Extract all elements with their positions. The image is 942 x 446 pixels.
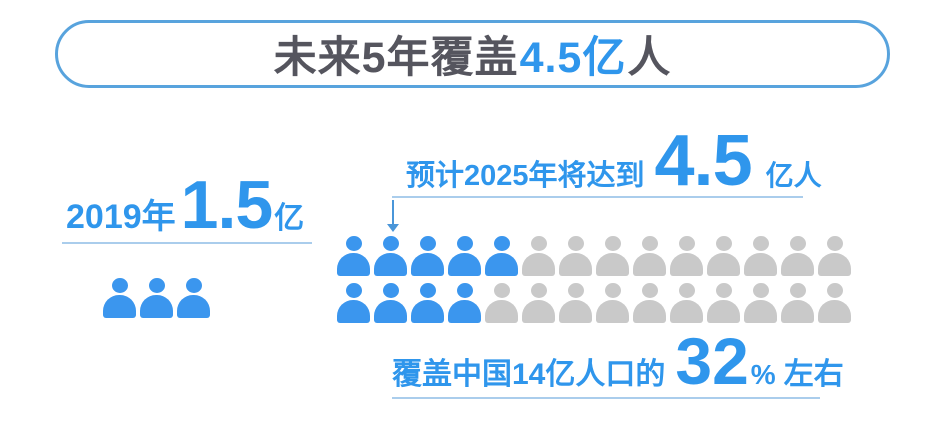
person-icon (670, 236, 703, 276)
stat-2019-value: 1.5 (180, 167, 274, 243)
projection-2025: 预计2025年将达到 4.5 亿人 (392, 121, 822, 201)
person-icon (670, 283, 703, 323)
projection-2025-label: 预计2025年将达到 (406, 160, 645, 192)
person-icon (707, 236, 740, 276)
person-icon (818, 236, 851, 276)
coverage-caption-suffix: 左右 (783, 358, 844, 391)
person-icon (522, 283, 555, 323)
title-suffix: 人 (627, 34, 672, 82)
pictogram-row (337, 283, 851, 323)
person-icon (596, 283, 629, 323)
percent-sign: % (750, 359, 776, 390)
person-icon (781, 236, 814, 276)
person-icon (744, 236, 777, 276)
person-icon (818, 283, 851, 323)
person-icon (485, 236, 518, 276)
annotation-connector-line (392, 200, 394, 224)
projection-2025-unit: 亿人 (765, 160, 822, 191)
person-icon (633, 283, 666, 323)
person-icon (337, 236, 370, 276)
person-icon (374, 236, 407, 276)
person-icon (485, 283, 518, 323)
person-icon (103, 278, 136, 318)
stat-2019-label: 2019年 (66, 198, 176, 236)
person-icon (411, 283, 444, 323)
person-icon (633, 236, 666, 276)
person-icon (337, 283, 370, 323)
person-icon (177, 278, 210, 318)
title-banner: 未来5年覆盖 4.5亿人 (55, 20, 890, 88)
annotation-arrow-icon (387, 224, 399, 232)
person-icon (596, 236, 629, 276)
person-icon (522, 236, 555, 276)
person-icon (140, 278, 173, 318)
pictogram-2019 (103, 278, 210, 318)
person-icon (781, 283, 814, 323)
person-icon (559, 283, 592, 323)
title-prefix: 未来5年覆盖 (273, 34, 519, 82)
person-icon (559, 236, 592, 276)
projection-2025-value: 4.5 (654, 121, 753, 201)
coverage-caption-value: 32 (675, 324, 749, 398)
coverage-caption-prefix: 覆盖中国14亿人口的 (392, 358, 666, 391)
title-highlight: 4.5亿 (519, 34, 627, 82)
pictogram-row (337, 236, 851, 276)
person-icon (448, 283, 481, 323)
coverage-caption: 覆盖中国14亿人口的 32 % 左右 (392, 324, 844, 399)
stat-2019-unit: 亿 (274, 202, 305, 235)
person-icon (448, 236, 481, 276)
population-pictogram (337, 236, 851, 323)
person-icon (411, 236, 444, 276)
person-icon (707, 283, 740, 323)
person-icon (374, 283, 407, 323)
stat-2019: 2019年 1.5 亿 (62, 167, 313, 244)
person-icon (744, 283, 777, 323)
